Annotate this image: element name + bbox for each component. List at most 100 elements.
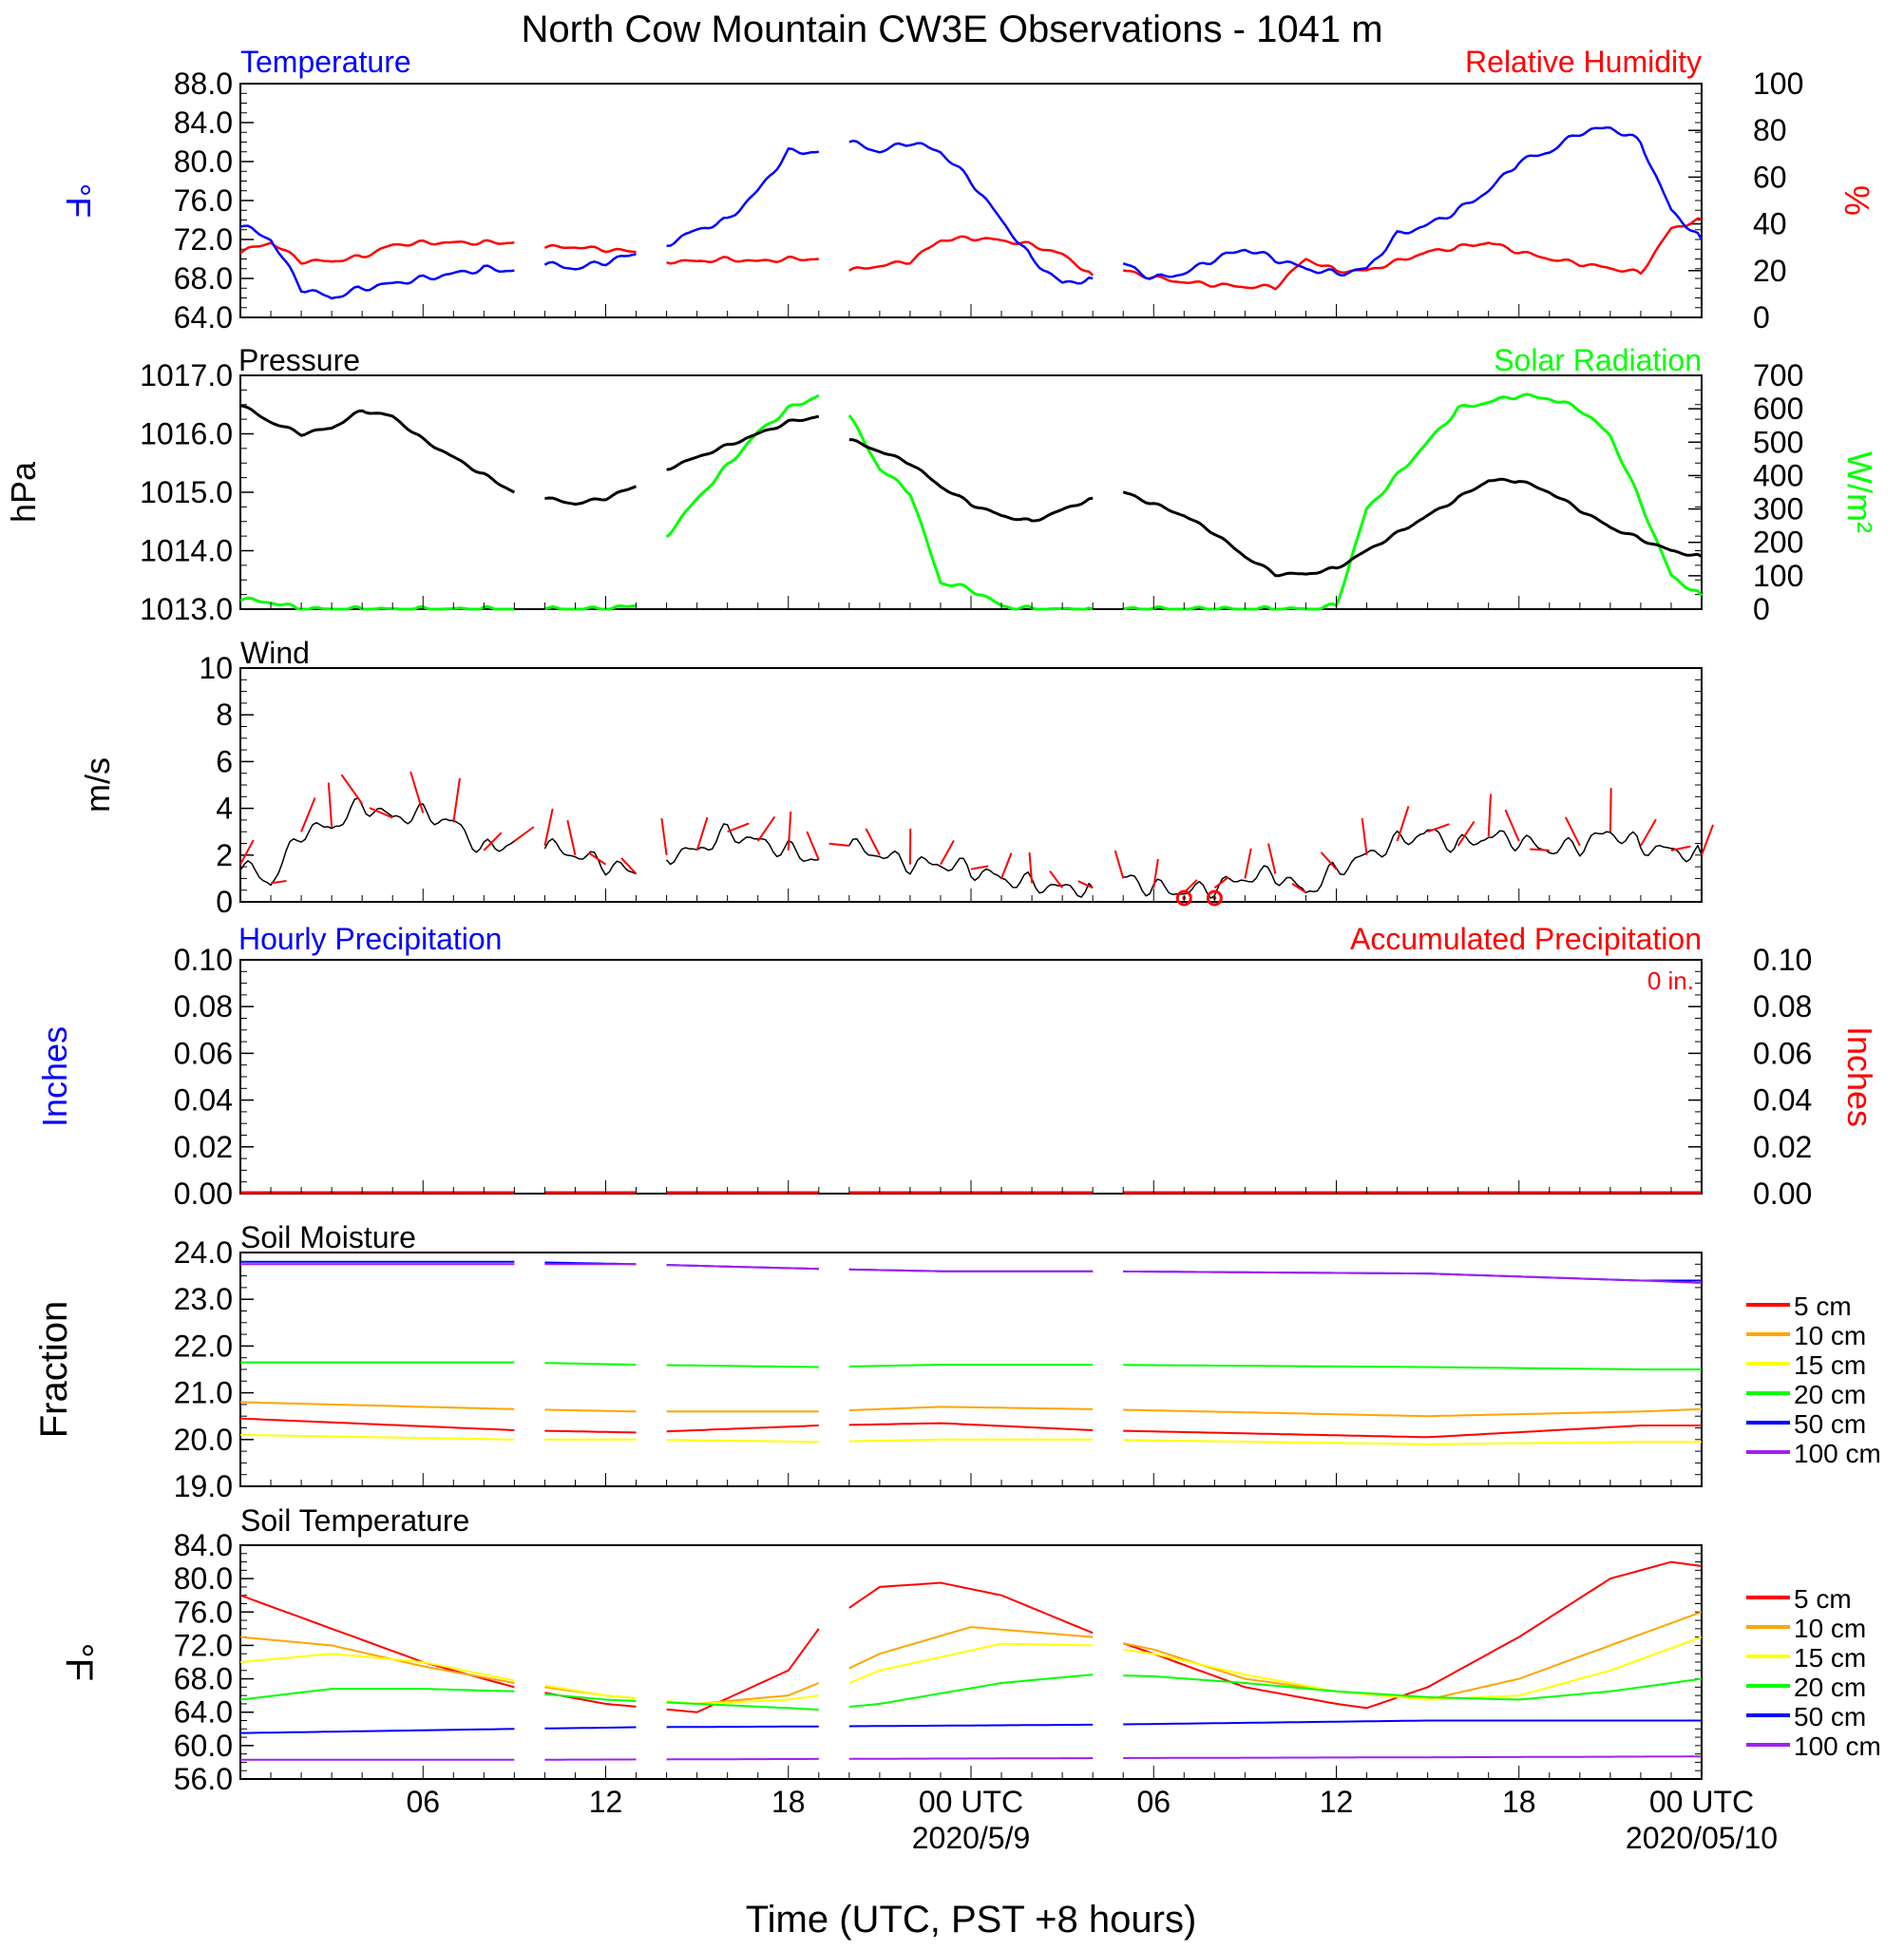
wind-barb [1427, 823, 1450, 833]
legend-label: 10 cm [1794, 1321, 1866, 1350]
wind-barb [1049, 870, 1063, 889]
y-tick-label: 68.0 [174, 261, 233, 296]
wind-barb [1487, 794, 1493, 837]
accum-precip-total: 0 in. [1647, 966, 1694, 995]
legend-label: 5 cm [1794, 1584, 1852, 1614]
y-right-tick-label: 80 [1753, 113, 1787, 147]
wind-barb [620, 857, 638, 875]
soil-moisture-line [848, 1438, 1094, 1443]
soil-temperature-line [544, 1693, 637, 1702]
wind-barb [1077, 880, 1094, 889]
y-tick-label: 0.02 [174, 1130, 233, 1164]
soil-temperature-line [239, 1728, 515, 1734]
wind-barb [452, 777, 461, 823]
y-tick-label: 1015.0 [140, 475, 233, 509]
wind-barb [828, 842, 849, 847]
wind-barb [1530, 848, 1550, 851]
wind-barb [1701, 824, 1714, 856]
y-right-tick-label: 0.08 [1753, 989, 1812, 1023]
x-tick-label: 00 UTC [919, 1785, 1023, 1819]
x-tick-label: 00 UTC [1649, 1785, 1754, 1819]
soil-moisture-line [239, 1433, 515, 1441]
pressure-line-1 [544, 485, 638, 507]
humidity-line-0 [239, 239, 515, 265]
wind-barb [1291, 882, 1307, 893]
wind-speed-line-0 [239, 797, 515, 887]
soil-moisture-line [848, 1422, 1094, 1431]
soil-moisture-line [1123, 1407, 1703, 1418]
soil-temperature-title: Soil Temperature [240, 1503, 469, 1538]
y-tick-label: 22.0 [174, 1329, 233, 1363]
y-tick-label: 21.0 [174, 1376, 233, 1410]
y-tick-label: 1014.0 [140, 534, 233, 568]
precip-unit-label-right: Inches [1840, 1026, 1879, 1127]
pressure-line-2 [666, 414, 820, 471]
wind-barb [270, 880, 287, 885]
soil-moisture-line [666, 1364, 819, 1368]
wind-barb [1670, 845, 1691, 851]
wind-speed-line-4 [1123, 829, 1703, 899]
wind-barb [806, 831, 820, 861]
soil-moisture-line [544, 1408, 637, 1413]
x-axis-label: Time (UTC, PST +8 hours) [746, 1899, 1197, 1941]
y-right-tick-label: 0.10 [1753, 943, 1812, 977]
wind-barb [588, 851, 607, 866]
wind-barb [1564, 816, 1581, 847]
y-tick-label: 76.0 [174, 1595, 233, 1629]
wind-barb [1457, 820, 1476, 847]
wind-barb [787, 811, 792, 851]
wind-barb [1244, 848, 1252, 879]
wind-barb [695, 816, 709, 851]
pressure-line-4 [1122, 477, 1703, 578]
wind-barb [300, 797, 316, 832]
soil-moisture-line [1123, 1270, 1703, 1284]
soil-temperature-line [666, 1682, 820, 1705]
wind-speed-line-1 [543, 837, 637, 876]
x-tick-label: 12 [589, 1785, 623, 1819]
soil-moisture-line [544, 1362, 637, 1367]
y-tick-label: 80.0 [174, 1561, 233, 1596]
x-tick-label: 18 [771, 1785, 806, 1819]
wind-barb [727, 822, 750, 833]
y-right-tick-label: 400 [1753, 458, 1803, 492]
soil-temperature-line [239, 1653, 515, 1682]
solar-line-1 [543, 604, 637, 611]
y-tick-label: 6 [216, 744, 233, 778]
y-tick-label: 24.0 [174, 1235, 233, 1270]
wind-barb [1028, 851, 1034, 884]
wind-barb [327, 782, 333, 828]
panel-soil-moisture: Soil Moisture Fraction 19.0 20.0 21.0 22.0 2… [33, 1220, 1881, 1503]
soil-moisture-line [848, 1364, 1094, 1368]
temperature-line-4 [1122, 125, 1704, 280]
y-tick-label: 20.0 [174, 1423, 233, 1457]
panel-frame [239, 1252, 1703, 1487]
wind-barb [1114, 850, 1125, 879]
y-tick-label: 0.08 [174, 989, 233, 1023]
soil-moisture-line [239, 1417, 515, 1431]
y-right-tick-label: 100 [1753, 559, 1803, 593]
panel-frame [239, 1544, 1703, 1780]
soil-temperature-line [848, 1626, 1094, 1670]
panel-pressure-solar: Pressure Solar Radiation hPa W/m² 1013.0… [4, 343, 1879, 626]
y-tick-label: 68.0 [174, 1662, 233, 1696]
legend-label: 15 cm [1794, 1350, 1866, 1380]
wind-barb [1609, 788, 1612, 832]
hourly-precip-title: Hourly Precipitation [238, 922, 502, 956]
humidity-line-3 [848, 235, 1095, 277]
wind-title: Wind [240, 636, 310, 670]
soil-moisture-line [544, 1429, 637, 1434]
soil-temperature-line [666, 1725, 819, 1729]
soil-moisture-line [848, 1406, 1094, 1411]
y-right-tick-label: 20 [1753, 254, 1787, 288]
wind-barb [756, 815, 776, 842]
y-right-tick-label: 700 [1753, 358, 1803, 392]
y-tick-label: 60.0 [174, 1729, 233, 1763]
legend-label: 50 cm [1794, 1702, 1866, 1731]
y-right-tick-label: 0.04 [1753, 1083, 1812, 1118]
y-right-tick-label: 0.06 [1753, 1036, 1812, 1070]
pressure-line-3 [848, 438, 1094, 523]
panel-wind: Wind m/s 0 2 4 6 8 10 [78, 636, 1714, 919]
wind-barb [543, 808, 554, 847]
